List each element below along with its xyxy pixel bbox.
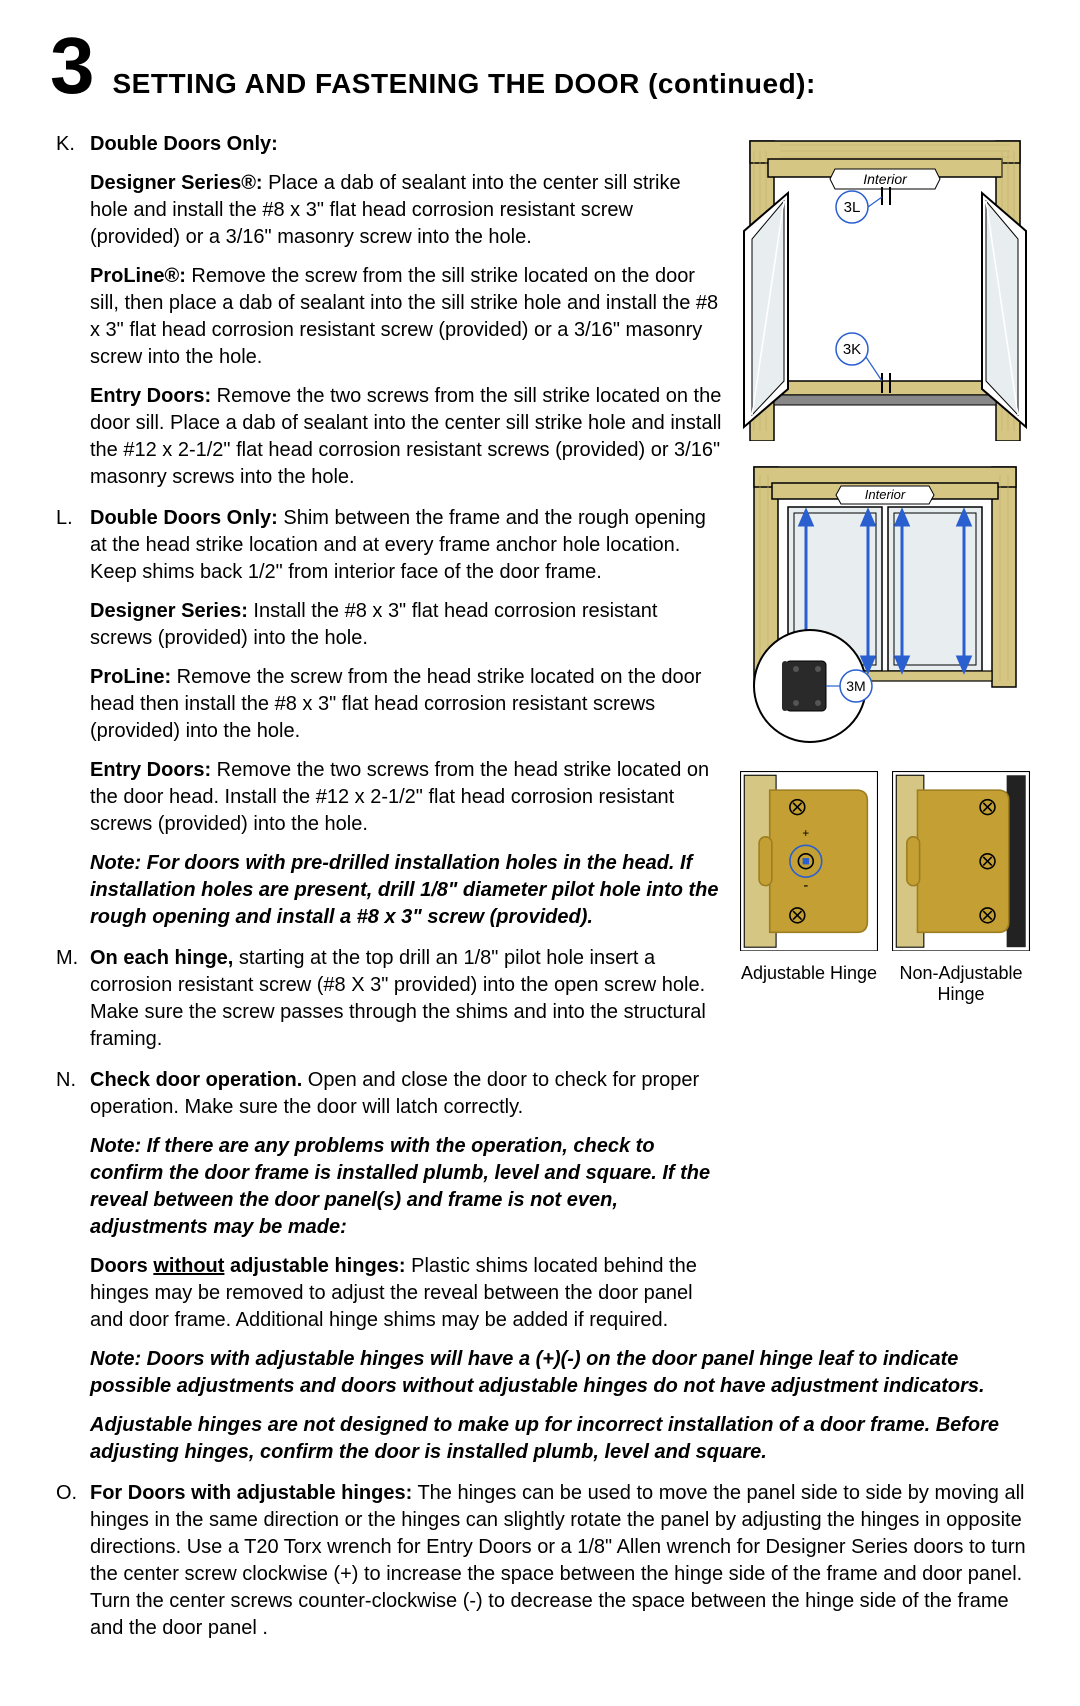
- item-L-note: Note: For doors with pre-drilled install…: [90, 850, 1030, 931]
- marker-K: K.: [56, 131, 75, 158]
- marker-N: N.: [56, 1067, 76, 1094]
- item-M-lead: On each hinge,: [90, 947, 233, 969]
- item-N-p1-lead-u: without: [153, 1255, 224, 1277]
- item-L-p2: Remove the screw from the head strike lo…: [90, 666, 701, 742]
- item-M: M. On each hinge, starting at the top dr…: [90, 945, 1030, 1053]
- item-K-p1-lead: Designer Series®:: [90, 172, 263, 194]
- item-N: N. Check door operation. Open and close …: [90, 1067, 1030, 1466]
- instruction-list: K. Double Doors Only: Designer Series®: …: [50, 131, 1030, 1642]
- item-O: O. For Doors with adjustable hinges: The…: [90, 1480, 1030, 1642]
- item-O-lead: For Doors with adjustable hinges:: [90, 1482, 412, 1504]
- marker-L: L.: [56, 505, 73, 532]
- content-area: Interior: [50, 131, 1030, 1642]
- item-L: L. Double Doors Only: Shim between the f…: [90, 505, 1030, 931]
- section-number: 3: [50, 30, 95, 102]
- item-K-p2-lead: ProLine®:: [90, 265, 186, 287]
- item-K-lead: Double Doors Only:: [90, 133, 278, 155]
- item-L-lead: Double Doors Only:: [90, 507, 278, 529]
- item-L-p3-lead: Entry Doors:: [90, 759, 211, 781]
- marker-O: O.: [56, 1480, 77, 1507]
- item-K: K. Double Doors Only: Designer Series®: …: [90, 131, 1030, 491]
- marker-M: M.: [56, 945, 78, 972]
- item-N-p1-lead-a: Doors: [90, 1255, 153, 1277]
- section-header: 3 SETTING AND FASTENING THE DOOR (contin…: [50, 30, 1030, 103]
- item-O-p0: The hinges can be used to move the panel…: [90, 1482, 1026, 1639]
- item-N-note3: Adjustable hinges are not designed to ma…: [90, 1412, 1030, 1466]
- item-N-lead: Check door operation.: [90, 1069, 302, 1091]
- item-L-p2-lead: ProLine:: [90, 666, 171, 688]
- item-N-note1: Note: If there are any problems with the…: [90, 1133, 1030, 1241]
- item-N-p1-lead-b: adjustable hinges:: [224, 1255, 405, 1277]
- item-K-p3-lead: Entry Doors:: [90, 385, 211, 407]
- item-L-p1-lead: Designer Series:: [90, 600, 248, 622]
- item-N-note2: Note: Doors with adjustable hinges will …: [90, 1346, 1030, 1400]
- section-title: SETTING AND FASTENING THE DOOR (continue…: [113, 65, 816, 103]
